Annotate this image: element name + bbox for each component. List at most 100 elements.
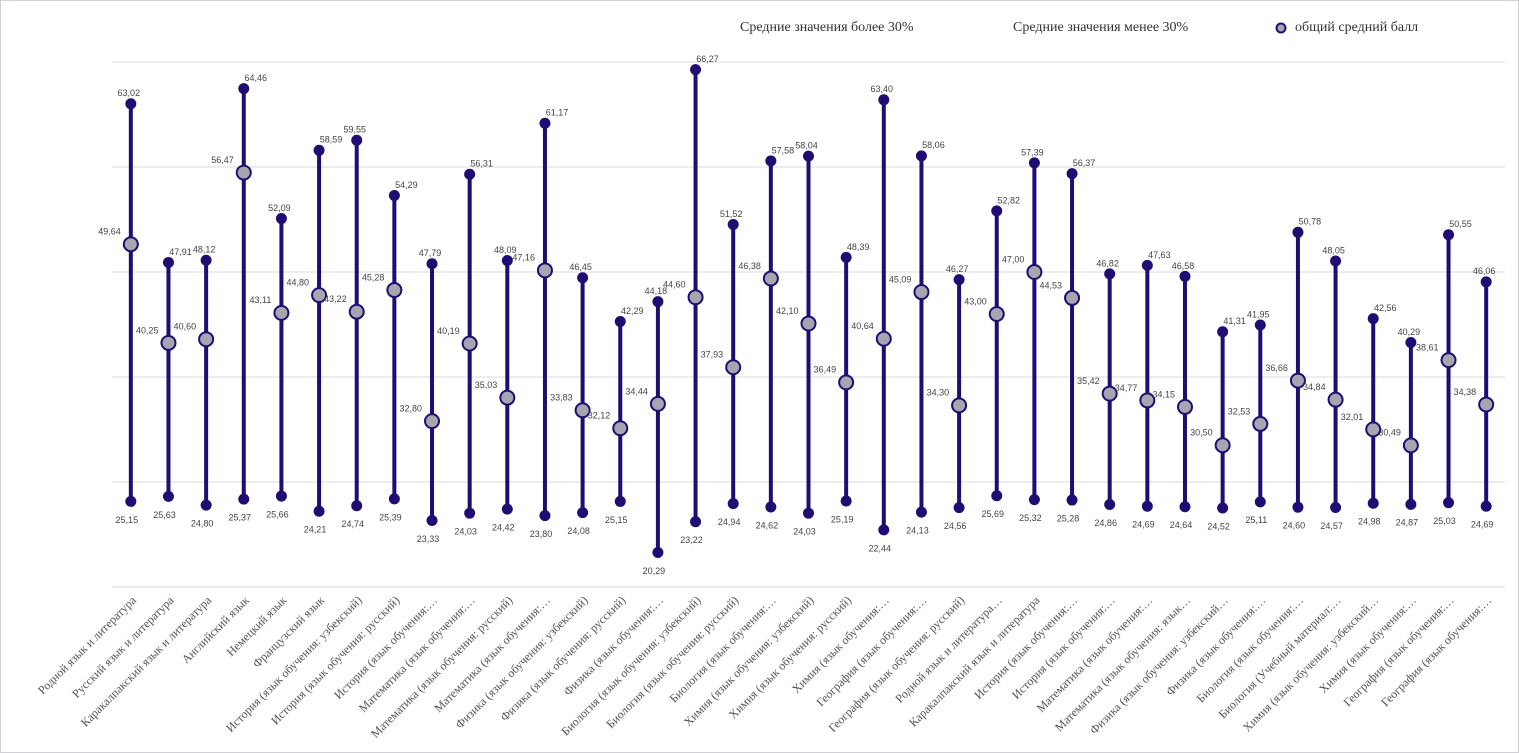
mean-label: 35,03: [475, 380, 498, 390]
max-label: 66,27: [696, 54, 719, 64]
min-label: 24,56: [944, 521, 967, 531]
max-label: 48,09: [494, 245, 517, 255]
min-dot: [238, 493, 250, 505]
min-label: 25,03: [1433, 516, 1456, 526]
mean-dot: [311, 287, 328, 304]
max-dot: [840, 251, 852, 263]
min-dot: [1405, 498, 1417, 510]
mean-label: 43,00: [964, 296, 987, 306]
max-label: 46,82: [1096, 258, 1119, 268]
min-label: 24,86: [1094, 518, 1117, 528]
max-dot: [125, 98, 137, 110]
mean-label: 40,60: [174, 322, 197, 332]
mean-dot: [1402, 437, 1419, 454]
mean-dot: [1101, 385, 1118, 402]
max-label: 50,78: [1299, 217, 1322, 227]
min-label: 24,03: [454, 527, 477, 537]
mean-dot: [198, 331, 215, 348]
max-label: 64,46: [245, 73, 268, 83]
mean-label: 34,30: [927, 388, 950, 398]
legend-label: Средние значения менее 30%: [1013, 20, 1189, 35]
mean-dot: [800, 315, 817, 332]
mean-label: 37,93: [701, 350, 724, 360]
min-label: 24,98: [1358, 517, 1381, 527]
max-label: 42,56: [1374, 303, 1397, 313]
mean-label: 43,22: [324, 294, 347, 304]
max-label: 40,29: [1398, 327, 1421, 337]
max-dot: [1104, 268, 1116, 280]
min-dot: [1141, 500, 1153, 512]
mean-label: 46,38: [738, 261, 761, 271]
min-label: 25,69: [981, 509, 1004, 519]
max-label: 50,55: [1449, 219, 1472, 229]
max-label: 54,29: [395, 180, 418, 190]
legend-label: общий средний балл: [1295, 20, 1418, 35]
mean-label: 44,80: [287, 277, 310, 287]
min-dot: [1443, 497, 1455, 509]
max-label: 42,29: [621, 306, 644, 316]
max-label: 58,06: [922, 140, 945, 150]
max-dot: [1480, 276, 1492, 288]
max-dot: [1443, 229, 1455, 241]
min-dot: [1480, 500, 1492, 512]
min-label: 25,37: [229, 512, 252, 522]
min-dot: [162, 490, 174, 502]
max-dot: [1254, 319, 1266, 331]
min-dot: [501, 503, 513, 515]
mean-dot: [574, 402, 591, 419]
max-dot: [991, 205, 1003, 217]
max-dot: [915, 150, 927, 162]
max-dot: [953, 274, 965, 286]
max-label: 52,82: [997, 195, 1020, 205]
mean-dot: [1026, 264, 1043, 280]
min-label: 24,03: [793, 527, 816, 537]
max-dot: [313, 144, 325, 156]
max-dot: [1028, 157, 1040, 169]
max-dot: [1292, 226, 1304, 238]
min-dot: [1254, 496, 1266, 508]
min-dot: [1028, 494, 1040, 506]
mean-label: 33,83: [550, 393, 573, 403]
mean-label: 34,84: [1303, 382, 1326, 392]
min-dot: [803, 507, 814, 519]
mean-dot: [273, 304, 290, 321]
min-label: 24,64: [1170, 520, 1193, 530]
max-label: 47,91: [169, 247, 192, 257]
min-dot: [840, 495, 852, 507]
max-label: 57,39: [1021, 147, 1044, 157]
max-label: 63,40: [871, 84, 894, 94]
max-label: 58,04: [795, 140, 818, 150]
min-label: 23,22: [680, 535, 703, 545]
mean-dot: [1440, 352, 1457, 369]
mean-label: 40,64: [851, 321, 874, 331]
min-label: 25,32: [1019, 513, 1042, 523]
max-dot: [1141, 259, 1153, 271]
min-label: 24,08: [567, 526, 590, 536]
mean-dot: [875, 330, 892, 347]
min-dot: [125, 495, 137, 507]
min-label: 25,19: [831, 514, 854, 524]
max-dot: [803, 150, 814, 162]
min-label: 24,69: [1471, 520, 1494, 530]
max-label: 41,31: [1223, 316, 1246, 326]
mean-label: 32,12: [588, 411, 611, 421]
min-label: 24,52: [1207, 521, 1230, 531]
mean-label: 40,19: [437, 326, 460, 336]
mean-dot: [725, 359, 742, 376]
min-label: 24,80: [191, 518, 214, 528]
mean-label: 44,53: [1040, 280, 1063, 290]
min-dot: [1104, 498, 1116, 510]
min-dot: [1292, 501, 1304, 513]
mean-dot: [1214, 437, 1231, 454]
min-dot: [652, 546, 664, 558]
min-dot: [200, 499, 212, 511]
min-dot: [388, 493, 400, 505]
min-label: 25,15: [605, 515, 628, 525]
mean-dot: [1289, 372, 1306, 389]
mean-dot: [160, 334, 177, 351]
mean-label: 34,77: [1115, 383, 1138, 393]
min-dot: [313, 505, 325, 517]
max-label: 59,55: [343, 125, 366, 135]
mean-label: 45,09: [889, 274, 912, 284]
